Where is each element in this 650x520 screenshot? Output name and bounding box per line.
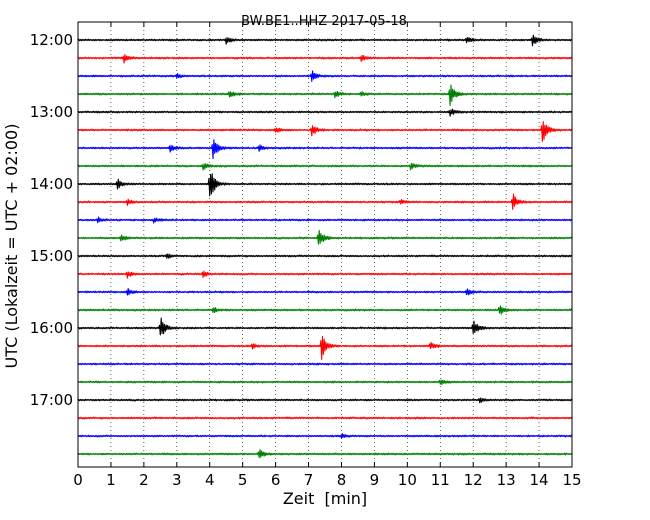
seismogram-trace — [77, 433, 573, 439]
x-tick-label: 8 — [337, 471, 347, 489]
x-tick-label: 11 — [431, 471, 450, 489]
seismogram-trace — [77, 54, 573, 64]
seismogram-trace — [77, 108, 573, 117]
seismogram-trace — [77, 379, 573, 386]
y-axis-label: UTC (Lokalzeit = UTC + 02:00) — [2, 124, 21, 369]
seismogram-trace — [77, 449, 573, 459]
x-tick-label: 4 — [205, 471, 215, 489]
seismogram-trace — [77, 139, 573, 160]
x-tick-label: 3 — [172, 471, 182, 489]
y-tick-label: 15:00 — [30, 247, 73, 265]
x-tick-label: 15 — [562, 471, 581, 489]
x-tick-label: 10 — [398, 471, 417, 489]
y-tick-label: 17:00 — [30, 391, 73, 409]
y-tick-label: 13:00 — [30, 103, 73, 121]
x-tick-label: 14 — [530, 471, 549, 489]
seismogram-trace — [77, 317, 573, 336]
seismogram-trace — [77, 287, 573, 296]
seismogram-trace — [77, 216, 573, 224]
seismogram-trace — [77, 305, 573, 315]
seismogram-trace — [77, 362, 573, 366]
seismogram-trace — [77, 416, 573, 420]
x-tick-label: 13 — [497, 471, 516, 489]
seismogram-traces — [77, 34, 573, 459]
seismogram-trace — [77, 162, 573, 171]
x-tick-label: 2 — [139, 471, 149, 489]
x-tick-label: 0 — [73, 471, 83, 489]
x-tick-label: 9 — [370, 471, 380, 489]
seismogram-trace — [77, 270, 573, 279]
x-tick-label: 6 — [271, 471, 281, 489]
x-axis-ticks: 0 1 2 3 4 5 6 7 8 9 10 11 12 13 14 15 — [73, 22, 582, 489]
y-tick-label: 16:00 — [30, 319, 73, 337]
seismogram-trace — [77, 34, 573, 47]
y-tick-label: 12:00 — [30, 31, 73, 49]
seismogram-trace — [77, 70, 573, 82]
x-tick-label: 1 — [106, 471, 116, 489]
seismogram-trace — [77, 173, 573, 197]
x-axis-label: Zeit [min] — [283, 489, 367, 508]
seismogram-trace — [77, 335, 573, 360]
seismogram-trace — [77, 229, 573, 245]
plot-frame — [77, 21, 573, 468]
y-tick-label: 14:00 — [30, 175, 73, 193]
x-tick-label: 12 — [464, 471, 483, 489]
x-tick-label: 5 — [238, 471, 248, 489]
seismogram-trace — [77, 397, 573, 404]
seismogram-trace — [77, 120, 573, 142]
x-tick-label: 7 — [304, 471, 314, 489]
seismogram-trace — [77, 84, 573, 107]
y-axis-ticks: 12:00 13:00 14:00 15:00 16:00 17:00 — [30, 31, 572, 409]
seismogram-trace — [77, 193, 573, 210]
seismogram-trace — [77, 253, 573, 259]
